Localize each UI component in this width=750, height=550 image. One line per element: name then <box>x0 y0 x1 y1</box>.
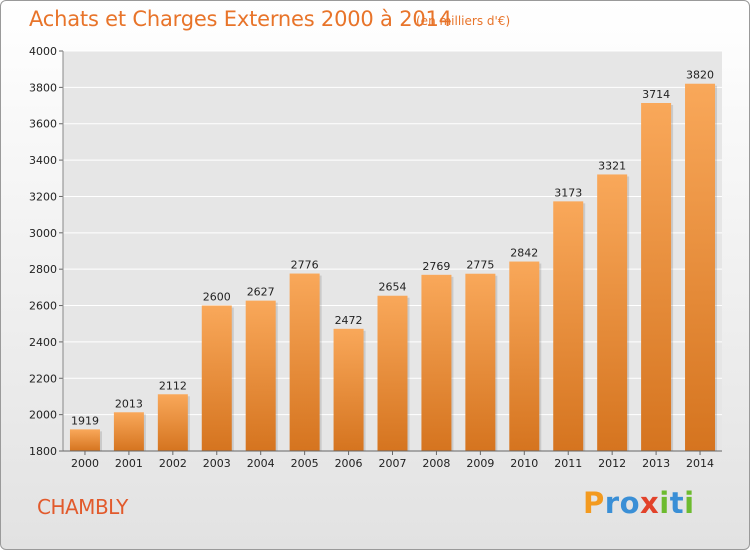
brand-letter: x <box>640 486 660 520</box>
bar-2014 <box>685 83 716 452</box>
x-tick-label: 2011 <box>554 457 582 470</box>
x-tick-label: 2004 <box>247 457 275 470</box>
x-tick-label: 2008 <box>422 457 450 470</box>
bar-2010 <box>509 261 540 451</box>
brand-letter: P <box>583 486 605 520</box>
x-tick-label: 2003 <box>203 457 231 470</box>
y-tick-label: 3000 <box>29 227 57 240</box>
bar-2008 <box>421 274 452 451</box>
bars <box>69 83 718 452</box>
brand-letter: t <box>669 486 685 520</box>
x-tick-label: 2005 <box>291 457 319 470</box>
value-labels: 1919 2013 2112 2600 2627 2776 2472 2654 2769 2775… <box>71 69 714 428</box>
value-label-2004: 2627 <box>247 286 275 299</box>
chart-title: Achats et Charges Externes 2000 à 2014 <box>29 7 452 31</box>
bar-2009 <box>465 273 496 451</box>
bar-2001 <box>113 412 144 451</box>
value-label-2011: 3173 <box>554 186 582 199</box>
value-label-2005: 2776 <box>291 259 319 272</box>
x-tick-label: 2010 <box>510 457 538 470</box>
x-tick-label: 2007 <box>379 457 407 470</box>
y-tick-label: 3800 <box>29 81 57 94</box>
x-tick-label: 2013 <box>642 457 670 470</box>
bar-2007 <box>377 295 408 451</box>
bar-2006 <box>333 328 364 451</box>
y-tick-label: 3200 <box>29 190 57 203</box>
bar-2011 <box>553 201 584 451</box>
y-tick-label: 4000 <box>29 45 57 58</box>
brand-letter: i <box>659 486 670 520</box>
city-name: CHAMBLY <box>37 495 128 519</box>
bar-2003 <box>201 305 232 451</box>
y-tick-label: 3400 <box>29 154 57 167</box>
brand-letter: o <box>619 486 641 520</box>
x-tick-label: 2000 <box>71 457 99 470</box>
y-tick-label: 3600 <box>29 118 57 131</box>
value-label-2003: 2600 <box>203 291 231 304</box>
value-label-2010: 2842 <box>510 247 538 260</box>
proxiti-logo[interactable]: Proxiti <box>583 486 695 520</box>
value-label-2006: 2472 <box>335 314 363 327</box>
bar-2013 <box>641 103 672 451</box>
y-tick-label: 2600 <box>29 300 57 313</box>
x-tick-label: 2001 <box>115 457 143 470</box>
bar-2000 <box>69 429 100 451</box>
value-label-2012: 3321 <box>598 159 626 172</box>
y-tick-label: 2400 <box>29 336 57 349</box>
bar-2005 <box>289 273 320 451</box>
chart-subtitle: (en milliers d'€) <box>416 14 511 28</box>
bar-2004 <box>245 300 276 451</box>
value-label-2000: 1919 <box>71 414 99 427</box>
y-tick-label: 1800 <box>29 445 57 458</box>
value-label-2001: 2013 <box>115 397 143 410</box>
bar-2012 <box>597 174 628 452</box>
brand-letter: r <box>604 486 620 520</box>
value-label-2009: 2775 <box>466 259 494 272</box>
x-tick-label: 2012 <box>598 457 626 470</box>
y-tick-label: 2800 <box>29 263 57 276</box>
value-label-2002: 2112 <box>159 379 187 392</box>
value-label-2007: 2654 <box>379 281 407 294</box>
x-tick-label: 2006 <box>335 457 363 470</box>
y-tick-label: 2200 <box>29 372 57 385</box>
value-label-2014: 3820 <box>686 69 714 82</box>
x-tick-label: 2002 <box>159 457 187 470</box>
value-label-2008: 2769 <box>422 260 450 273</box>
x-tick-label: 2014 <box>686 457 714 470</box>
value-label-2013: 3714 <box>642 88 670 101</box>
x-tick-label: 2009 <box>466 457 494 470</box>
x-axis: 2000 2001 2002 2003 2004 2005 2006 2007 2008 2009… <box>63 450 722 470</box>
y-axis: 1800 2000 2200 2400 2600 2800 3000 3200 3400 3600… <box>29 45 64 458</box>
y-tick-label: 2000 <box>29 409 57 422</box>
bar-2002 <box>157 394 188 451</box>
brand-letter: i <box>684 486 695 520</box>
